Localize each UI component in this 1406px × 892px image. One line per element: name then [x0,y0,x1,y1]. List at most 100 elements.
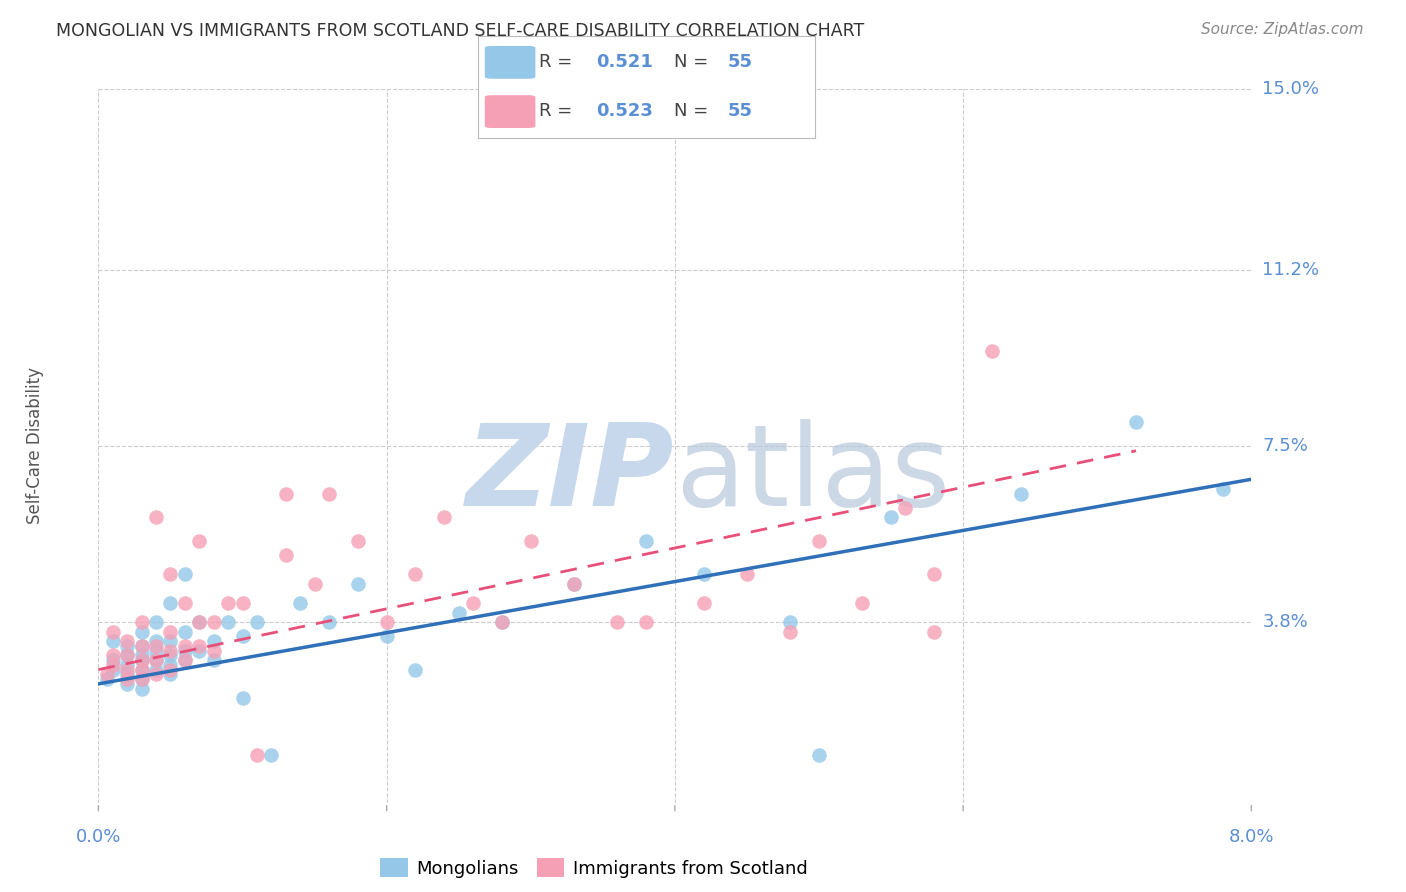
Point [159,567,181,582]
Point [117,663,138,677]
Point [880,510,903,524]
Point [606,615,628,629]
Text: 0.0%: 0.0% [76,828,121,846]
Point [461,596,484,610]
Text: 0.521: 0.521 [596,53,652,70]
Point [96,672,118,686]
Point [405,567,427,582]
Point [202,643,225,657]
Point [117,667,138,681]
Point [101,624,124,639]
Point [779,624,801,639]
Point [101,657,124,672]
Point [231,629,254,643]
Point [894,500,917,515]
Point [96,667,118,681]
Text: N =: N = [673,102,714,120]
Point [145,639,167,653]
Point [174,596,197,610]
Point [174,624,197,639]
Point [851,596,873,610]
Point [202,615,225,629]
Text: Self-Care Disability: Self-Care Disability [25,368,44,524]
Point [246,615,269,629]
Point [318,615,340,629]
Point [131,681,153,696]
Point [447,606,470,620]
Point [174,653,197,667]
Point [131,663,153,677]
Text: 11.2%: 11.2% [1263,261,1320,279]
Point [491,615,513,629]
Point [231,691,254,706]
Point [1211,482,1234,496]
Point [117,648,138,663]
Point [693,567,716,582]
Point [174,643,197,657]
Point [145,510,167,524]
Point [274,549,297,563]
Point [304,577,326,591]
Point [117,677,138,691]
Point [779,615,801,629]
Point [290,596,312,610]
Point [346,577,368,591]
Point [274,486,297,500]
Point [131,624,153,639]
Point [491,615,513,629]
Point [346,534,368,549]
Point [924,624,946,639]
Point [188,639,211,653]
Point [159,624,181,639]
Point [131,615,153,629]
Text: Source: ZipAtlas.com: Source: ZipAtlas.com [1201,22,1364,37]
Point [981,343,1004,358]
Point [174,639,197,653]
Point [159,634,181,648]
Point [131,648,153,663]
Point [174,653,197,667]
Text: 3.8%: 3.8% [1263,613,1308,631]
Point [217,615,239,629]
Point [117,672,138,686]
Point [117,639,138,653]
Point [131,672,153,686]
Text: 15.0%: 15.0% [1263,80,1319,98]
Point [145,653,167,667]
Point [433,510,456,524]
Text: 7.5%: 7.5% [1263,437,1309,455]
Point [562,577,585,591]
Point [375,615,398,629]
Point [519,534,541,549]
FancyBboxPatch shape [485,46,536,78]
FancyBboxPatch shape [485,95,536,128]
Point [145,653,167,667]
Text: 55: 55 [728,53,752,70]
Point [636,534,658,549]
Point [145,663,167,677]
Point [131,663,153,677]
Point [246,748,269,763]
Point [807,748,830,763]
Point [131,639,153,653]
Point [159,596,181,610]
Point [562,577,585,591]
Point [217,596,239,610]
Point [159,663,181,677]
Point [131,653,153,667]
Point [405,663,427,677]
Point [159,667,181,681]
Point [101,634,124,648]
Point [1010,486,1032,500]
Text: 8.0%: 8.0% [1229,828,1274,846]
Legend: Mongolians, Immigrants from Scotland: Mongolians, Immigrants from Scotland [371,849,817,887]
Point [924,567,946,582]
Point [131,672,153,686]
Point [202,653,225,667]
Text: MONGOLIAN VS IMMIGRANTS FROM SCOTLAND SELF-CARE DISABILITY CORRELATION CHART: MONGOLIAN VS IMMIGRANTS FROM SCOTLAND SE… [56,22,865,40]
Point [145,615,167,629]
Point [159,643,181,657]
Point [375,629,398,643]
Point [636,615,658,629]
Point [101,653,124,667]
